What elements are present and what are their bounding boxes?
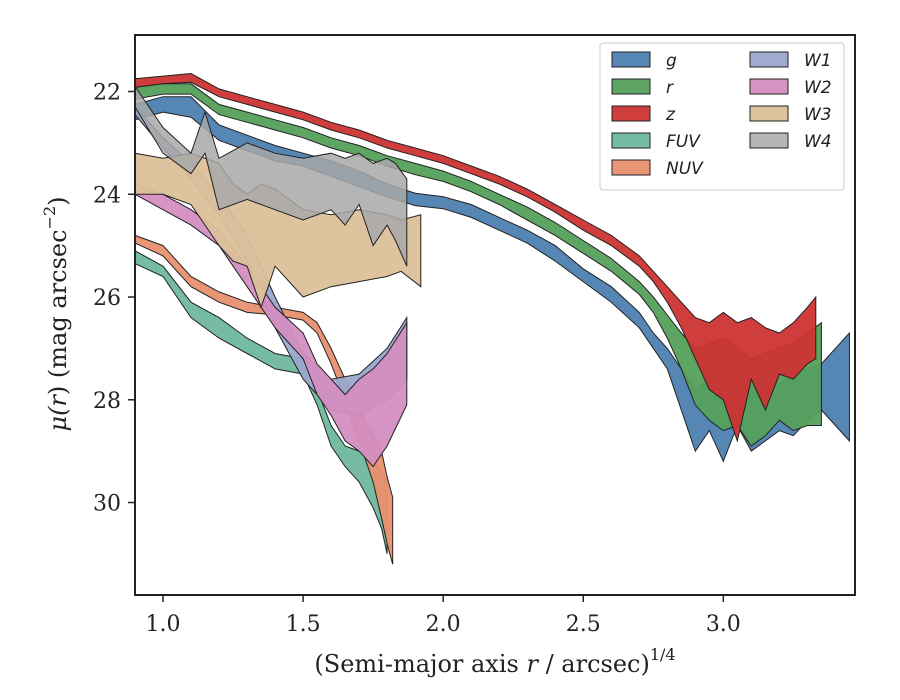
- y-tick-label: 28: [93, 389, 121, 414]
- band-fuv: [134, 249, 388, 555]
- legend-swatch-nuv: [611, 159, 651, 176]
- x-axis-ticks: 1.0 1.5 2.0 2.5 3.0: [146, 595, 741, 637]
- legend-swatch-r: [611, 78, 651, 95]
- legend-swatch-w3: [749, 105, 789, 122]
- y-tick-label: 22: [93, 81, 121, 106]
- x-tick-label: 2.0: [426, 612, 461, 637]
- legend-swatch-g: [611, 51, 651, 68]
- x-tick-label: 3.0: [706, 612, 741, 637]
- x-tick-label: 2.5: [566, 612, 601, 637]
- y-axis-ticks: 22 24 26 28 30: [93, 81, 135, 517]
- band-r: [134, 83, 822, 447]
- profile-bands: [134, 72, 850, 565]
- legend-label-nuv: NUV: [666, 159, 704, 179]
- y-tick-label: 26: [93, 286, 121, 311]
- legend-label-fuv: FUV: [666, 132, 701, 152]
- plot-frame: [134, 34, 856, 596]
- legend-swatch-z: [611, 105, 651, 122]
- legend-label-w2: W2: [804, 78, 832, 98]
- y-axis-label: μ(r) (mag arcsec−2): [40, 196, 72, 431]
- legend-label-r: r: [666, 78, 674, 98]
- x-tick-label: 1.5: [286, 612, 321, 637]
- y-tick-label: 30: [93, 492, 121, 517]
- legend-swatch-w4: [749, 132, 789, 149]
- legend-label-g: g: [666, 51, 677, 71]
- legend-swatch-w1: [749, 51, 789, 68]
- legend-label-w1: W1: [804, 51, 832, 71]
- legend-label-z: z: [665, 105, 676, 125]
- y-tick-label: 24: [93, 183, 121, 208]
- band-z: [134, 72, 817, 443]
- legend-swatch-w2: [749, 78, 789, 95]
- x-tick-label: 1.0: [146, 612, 181, 637]
- legend-label-w4: W4: [804, 132, 832, 152]
- band-w4: [134, 84, 408, 267]
- x-axis-label: (Semi-major axis r / arcsec)1/4: [314, 645, 675, 678]
- legend-label-w3: W3: [804, 105, 832, 125]
- legend: grz FUV NUV W1 W2 W3 W4: [599, 42, 845, 191]
- band-g: [134, 96, 850, 463]
- legend-swatch-fuv: [611, 132, 651, 149]
